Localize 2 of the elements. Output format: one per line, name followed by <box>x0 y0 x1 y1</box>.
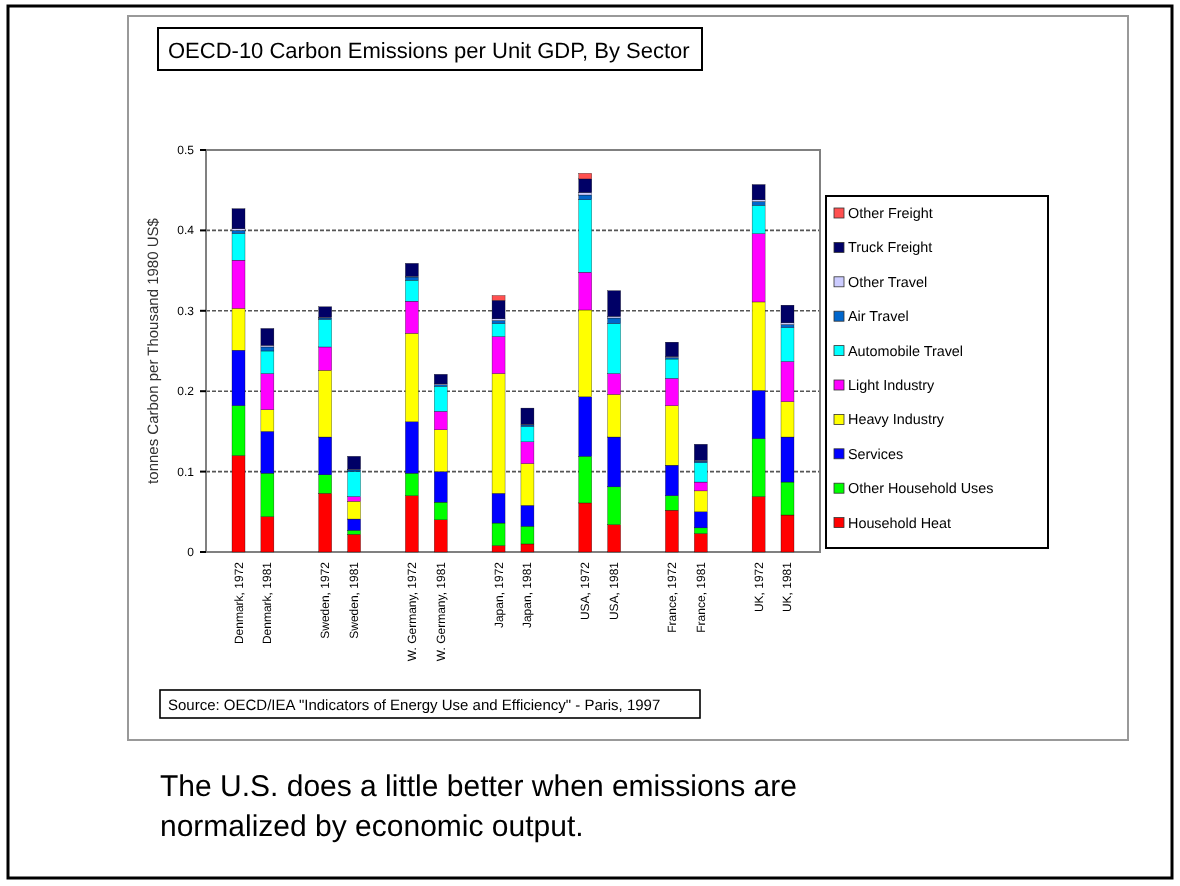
text: The U.S. does a little better when emissions are normalized by economic output. <box>160 770 797 844</box>
chart-title: OECD-10 Carbon Emissions per Unit GDP, By Sector <box>168 40 691 64</box>
